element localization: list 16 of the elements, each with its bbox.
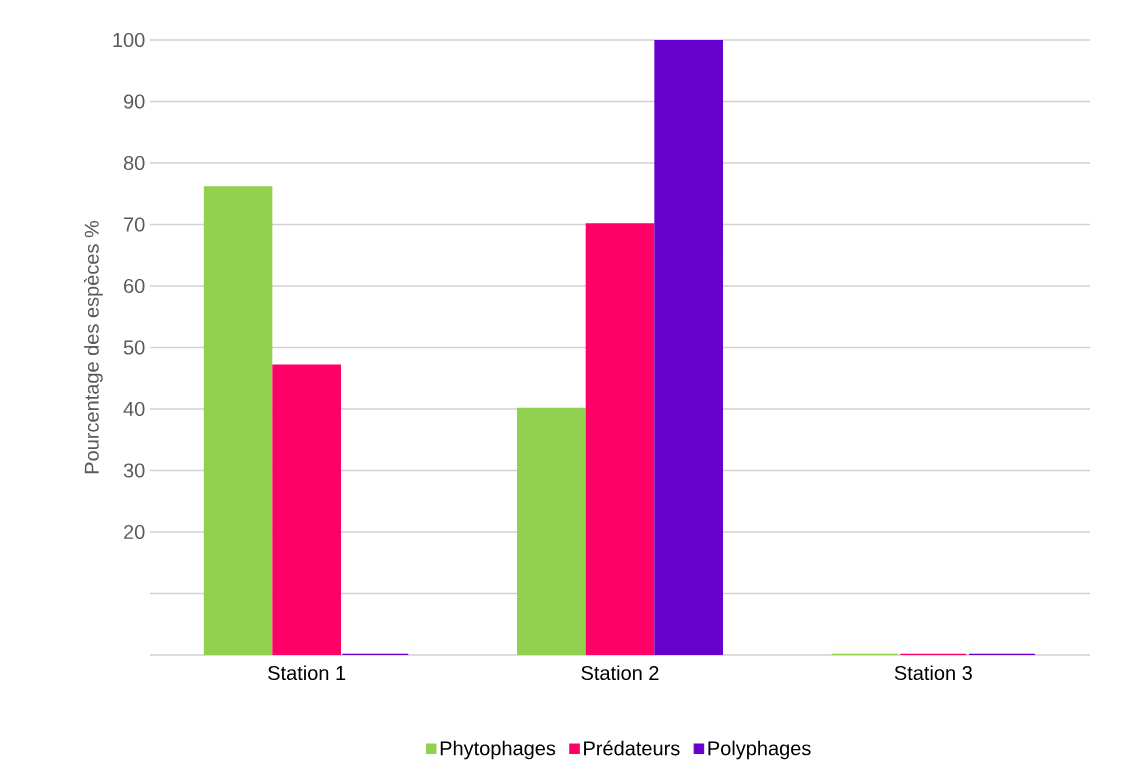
legend-label: Polyphages: [708, 740, 811, 760]
y-tick-label: 60: [124, 278, 145, 294]
y-tick-label: 50: [123, 340, 145, 355]
x-tick-label: Station 2: [581, 665, 659, 681]
y-tick-label: 90: [123, 94, 145, 109]
y-tick-label: 70: [124, 217, 145, 232]
legend-label: Phytophages: [440, 740, 556, 760]
y-tick-label: 100: [113, 32, 145, 48]
x-tick-label: Station 1: [268, 665, 346, 681]
legend-label: Prédateurs: [584, 740, 680, 756]
y-tick-label: 80: [123, 155, 145, 171]
x-tick-label: Station 3: [894, 665, 972, 681]
y-tick-label: 30: [123, 463, 145, 478]
y-tick-label: 20: [124, 524, 145, 540]
y-tick-label: 40: [123, 401, 145, 417]
y-axis-title: Pourcentage des espèces %: [83, 220, 103, 474]
